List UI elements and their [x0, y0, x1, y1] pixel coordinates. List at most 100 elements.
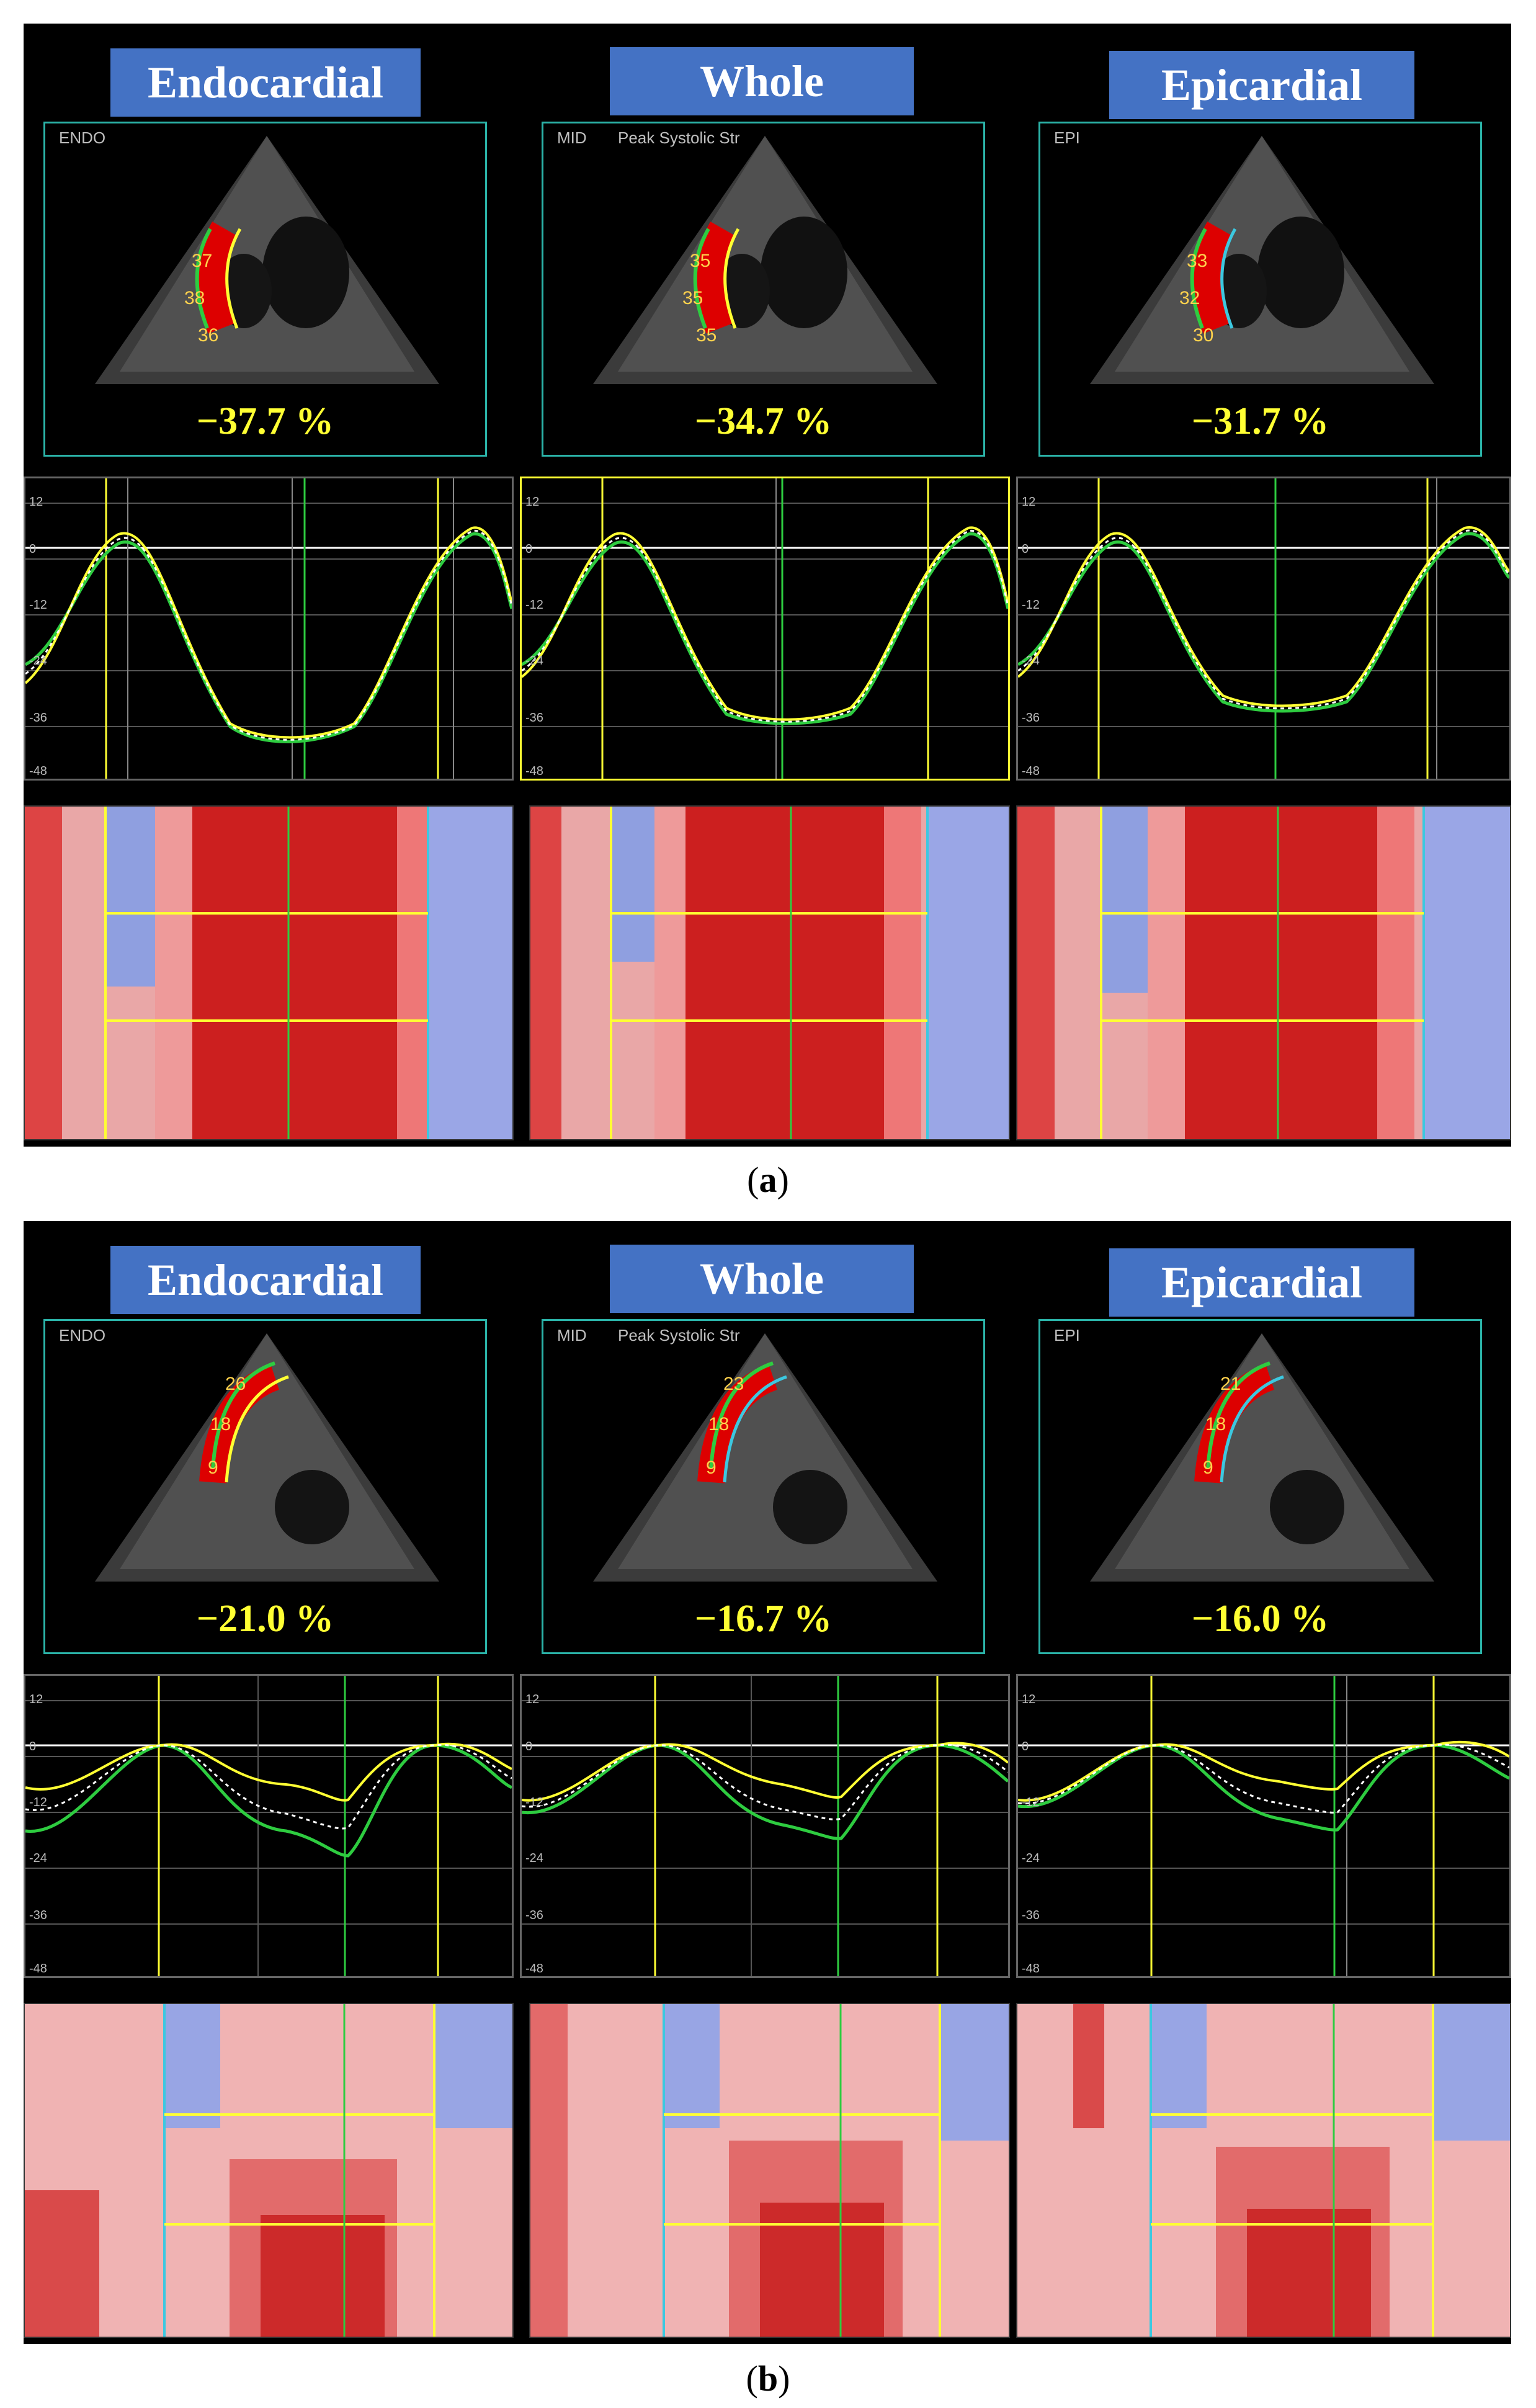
segment-value: 18 [708, 1414, 730, 1435]
y-tick: -48 [525, 764, 543, 778]
ultrasound-sector [1090, 1333, 1434, 1582]
strain-heatmap-mid [529, 805, 1010, 1140]
segment-value: 9 [1203, 1457, 1213, 1478]
strain-value: −21.0 % [196, 1598, 334, 1640]
segment-value: 36 [198, 325, 219, 346]
title-epicardial: Epicardial [1109, 51, 1414, 119]
y-tick: 0 [29, 542, 36, 556]
strain-heatmap-endo [24, 2003, 514, 2338]
ultrasound-sector [1090, 136, 1434, 384]
strain-value: −16.7 % [694, 1598, 833, 1640]
segment-value: 9 [706, 1457, 717, 1478]
y-tick: -36 [29, 711, 47, 725]
panel-b: Endocardial Whole Epicardial ENDO 26 18 … [24, 1221, 1511, 2344]
echo-view-endo: ENDO 37 38 36 −37.7 % [43, 122, 487, 457]
y-tick: -36 [1022, 1909, 1040, 1922]
y-tick: -24 [1022, 1851, 1040, 1865]
y-tick: -12 [1022, 598, 1040, 612]
strain-curve-epi: 12 0 -12 -24 -36 -48 [1016, 1674, 1511, 1978]
strain-heatmap-mid [529, 2003, 1010, 2338]
title-epicardial: Epicardial [1109, 1248, 1414, 1317]
segment-value: 21 [1220, 1374, 1241, 1394]
strain-curve-endo: 12 0 -12 -24 -36 -48 [24, 1674, 514, 1978]
segment-value: 30 [1193, 325, 1214, 346]
y-tick: 0 [29, 1740, 36, 1753]
y-tick: -48 [1022, 764, 1040, 778]
segment-value: 32 [1179, 288, 1200, 308]
title-whole: Whole [610, 1245, 914, 1313]
y-tick: -24 [29, 654, 47, 668]
strain-heatmap-endo [24, 805, 514, 1140]
segment-value: 26 [225, 1374, 246, 1394]
y-tick: -24 [525, 654, 543, 668]
segment-value: 9 [208, 1457, 218, 1478]
segment-value: 18 [1205, 1414, 1226, 1435]
y-tick: -12 [1022, 1796, 1040, 1809]
y-tick: 0 [1022, 1740, 1029, 1753]
ultrasound-sector [593, 1333, 937, 1582]
y-tick: 12 [29, 1693, 43, 1706]
strain-heatmap-epi [1016, 2003, 1511, 2338]
y-tick: -12 [525, 598, 543, 612]
segment-value: 37 [192, 251, 213, 271]
y-tick: -48 [525, 1962, 543, 1976]
segment-value: 23 [723, 1374, 744, 1394]
strain-value: −16.0 % [1191, 1598, 1329, 1640]
strain-value: −34.7 % [694, 400, 833, 442]
panel-a: Endocardial Whole Epicardial ENDO 37 38 … [24, 24, 1511, 1147]
segment-value: 18 [210, 1414, 231, 1435]
segment-value: 33 [1187, 251, 1208, 271]
strain-curve-mid: 12 0 -12 -24 -36 -48 [520, 477, 1010, 781]
y-tick: -12 [29, 598, 47, 612]
echo-view-endo: ENDO 26 18 9 −21.0 % [43, 1319, 487, 1654]
segment-value: 35 [682, 288, 703, 308]
echo-label: ENDO [59, 128, 106, 147]
y-tick: 12 [525, 1693, 539, 1706]
y-tick: -12 [29, 1796, 47, 1809]
ultrasound-sector [95, 136, 439, 384]
y-tick: -24 [525, 1851, 543, 1865]
segment-value: 35 [690, 251, 711, 271]
strain-curve-endo: 12 0 -12 -24 -36 -48 [24, 477, 514, 781]
y-tick: -24 [1022, 654, 1040, 668]
title-whole: Whole [610, 47, 914, 115]
y-tick: 12 [1022, 1693, 1035, 1706]
strain-value: −31.7 % [1191, 400, 1329, 442]
y-tick: 0 [525, 542, 532, 556]
segment-value: 38 [184, 288, 205, 308]
y-tick: -36 [1022, 711, 1040, 725]
y-tick: 12 [29, 495, 43, 509]
echo-label: MID [557, 1326, 587, 1345]
echo-view-mid: MID Peak Systolic Str 23 18 9 −16.7 % [542, 1319, 985, 1654]
y-tick: 12 [1022, 495, 1035, 509]
y-tick: -24 [29, 1851, 47, 1865]
strain-curve-epi: 12 0 -12 -24 -36 -48 [1016, 477, 1511, 781]
y-tick: -48 [1022, 1962, 1040, 1976]
echo-label: EPI [1054, 128, 1080, 147]
strain-heatmap-epi [1016, 805, 1511, 1140]
strain-value: −37.7 % [196, 400, 334, 442]
echo-sublabel: Peak Systolic Str [618, 128, 740, 147]
ultrasound-sector [593, 136, 937, 384]
y-tick: -12 [525, 1796, 543, 1809]
echo-view-epi: EPI 21 18 9 −16.0 % [1038, 1319, 1482, 1654]
echo-label: MID [557, 128, 587, 147]
y-tick: 12 [525, 495, 539, 509]
y-tick: 0 [525, 1740, 532, 1753]
title-endocardial: Endocardial [110, 1246, 421, 1314]
y-tick: -48 [29, 1962, 47, 1976]
y-tick: -36 [525, 1909, 543, 1922]
caption-b: (b) [746, 2358, 790, 2399]
y-tick: -36 [525, 711, 543, 725]
echo-sublabel: Peak Systolic Str [618, 1326, 740, 1345]
echo-view-epi: EPI 33 32 30 −31.7 % [1038, 122, 1482, 457]
y-tick: -36 [29, 1909, 47, 1922]
y-tick: 0 [1022, 542, 1029, 556]
echo-label: ENDO [59, 1326, 106, 1345]
ultrasound-sector [95, 1333, 439, 1582]
segment-value: 35 [696, 325, 717, 346]
strain-curve-mid: 12 0 -12 -24 -36 -48 [520, 1674, 1010, 1978]
echo-label: EPI [1054, 1326, 1080, 1345]
title-endocardial: Endocardial [110, 48, 421, 117]
y-tick: -48 [29, 764, 47, 778]
